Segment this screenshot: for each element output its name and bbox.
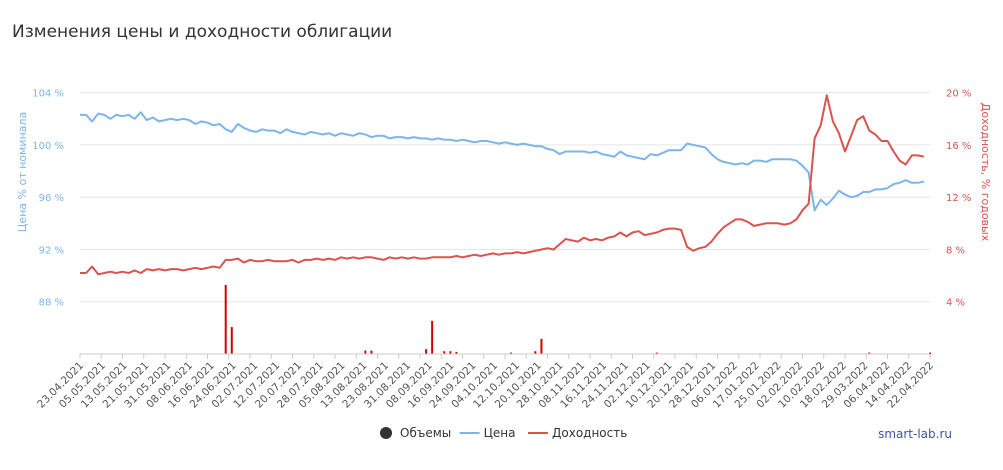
volume-bar — [510, 352, 513, 354]
volume-bar — [370, 350, 373, 354]
volume-bar — [443, 351, 446, 354]
right-tick-label: 20 % — [946, 89, 971, 100]
left-tick-label: 96 % — [39, 193, 64, 204]
volume-bar — [431, 320, 434, 354]
volume-bar — [449, 351, 452, 354]
volume-bar — [929, 352, 931, 354]
right-tick-label: 4 % — [946, 298, 965, 309]
yield-line — [80, 94, 925, 276]
watermark: smart-lab.ru — [878, 427, 952, 441]
grid-lines — [80, 92, 930, 303]
chart-title: Изменения цены и доходности облигации — [12, 22, 392, 42]
left-tick-label: 88 % — [39, 298, 64, 309]
volume-bar — [655, 352, 658, 354]
volume-bar — [224, 285, 227, 354]
price-line — [80, 111, 925, 212]
volume-bars — [224, 285, 931, 354]
volume-bar — [425, 349, 428, 354]
series-lines — [80, 94, 925, 276]
volume-bar — [230, 327, 233, 354]
right-tick-label: 8 % — [946, 245, 965, 256]
volume-bar — [364, 350, 367, 354]
volume-bar — [540, 338, 543, 354]
volume-bar — [534, 351, 537, 354]
volume-bar — [868, 352, 871, 354]
volume-bar — [455, 351, 458, 354]
legend-label: Доходность — [552, 426, 627, 440]
legend-label: Объемы — [400, 426, 451, 440]
legend-label: Цена — [484, 426, 516, 440]
right-axis-label: Доходность, % годовых — [979, 103, 992, 242]
right-tick-label: 16 % — [946, 141, 971, 152]
right-tick-label: 12 % — [946, 193, 971, 204]
legend-marker-dot — [380, 427, 392, 439]
left-tick-label: 104 % — [32, 89, 64, 100]
left-axis-label: Цена % от номинала — [16, 112, 29, 232]
left-tick-label: 100 % — [32, 141, 64, 152]
legend: Объемы Цена Доходность — [380, 426, 627, 440]
left-tick-label: 92 % — [39, 245, 64, 256]
